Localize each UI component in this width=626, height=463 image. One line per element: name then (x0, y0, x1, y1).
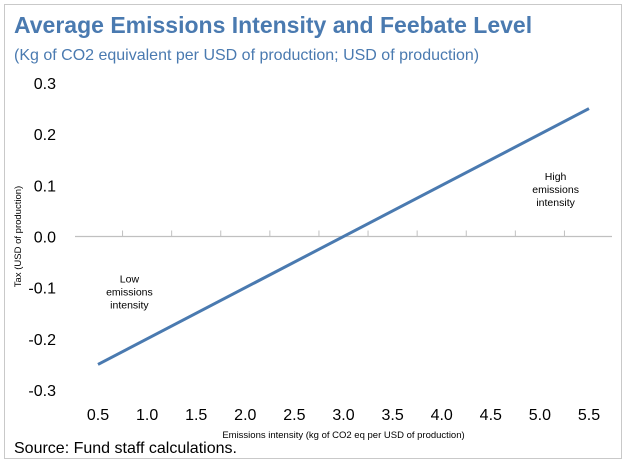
chart-subtitle: (Kg of CO2 equivalent per USD of product… (14, 47, 480, 64)
y-tick-label: 0.3 (34, 76, 56, 93)
x-tick-label: 1.5 (185, 407, 207, 424)
y-tick-label: 0.1 (34, 178, 56, 195)
x-tick-label: 3.0 (332, 407, 354, 424)
x-tick-label: 5.0 (529, 407, 551, 424)
x-axis-title: Emissions intensity (kg of CO2 eq per US… (222, 430, 464, 441)
chart-title: Average Emissions Intensity and Feebate … (14, 12, 533, 38)
x-tick-label: 5.5 (578, 407, 600, 424)
y-tick-label: 0.0 (34, 230, 56, 247)
x-tick-label: 4.0 (431, 407, 453, 424)
annotation-label: Low emissions intensity (106, 274, 153, 312)
source-note: Source: Fund staff calculations. (14, 440, 237, 457)
x-tick-label: 1.0 (136, 407, 158, 424)
y-tick-label: -0.3 (28, 383, 56, 400)
y-tick-label: -0.2 (28, 332, 56, 349)
chart-frame (4, 4, 622, 459)
y-tick-label: -0.1 (28, 281, 56, 298)
x-tick-label: 0.5 (87, 407, 109, 424)
x-tick-label: 2.5 (283, 407, 305, 424)
series-line (97, 107, 590, 366)
annotation-label: High emissions intensity (532, 171, 579, 209)
x-tick-label: 4.5 (480, 407, 502, 424)
x-tick-label: 3.5 (381, 407, 403, 424)
y-axis-title: Tax (USD of production) (13, 186, 24, 287)
y-tick-label: 0.2 (34, 127, 56, 144)
x-tick-label: 2.0 (234, 407, 256, 424)
